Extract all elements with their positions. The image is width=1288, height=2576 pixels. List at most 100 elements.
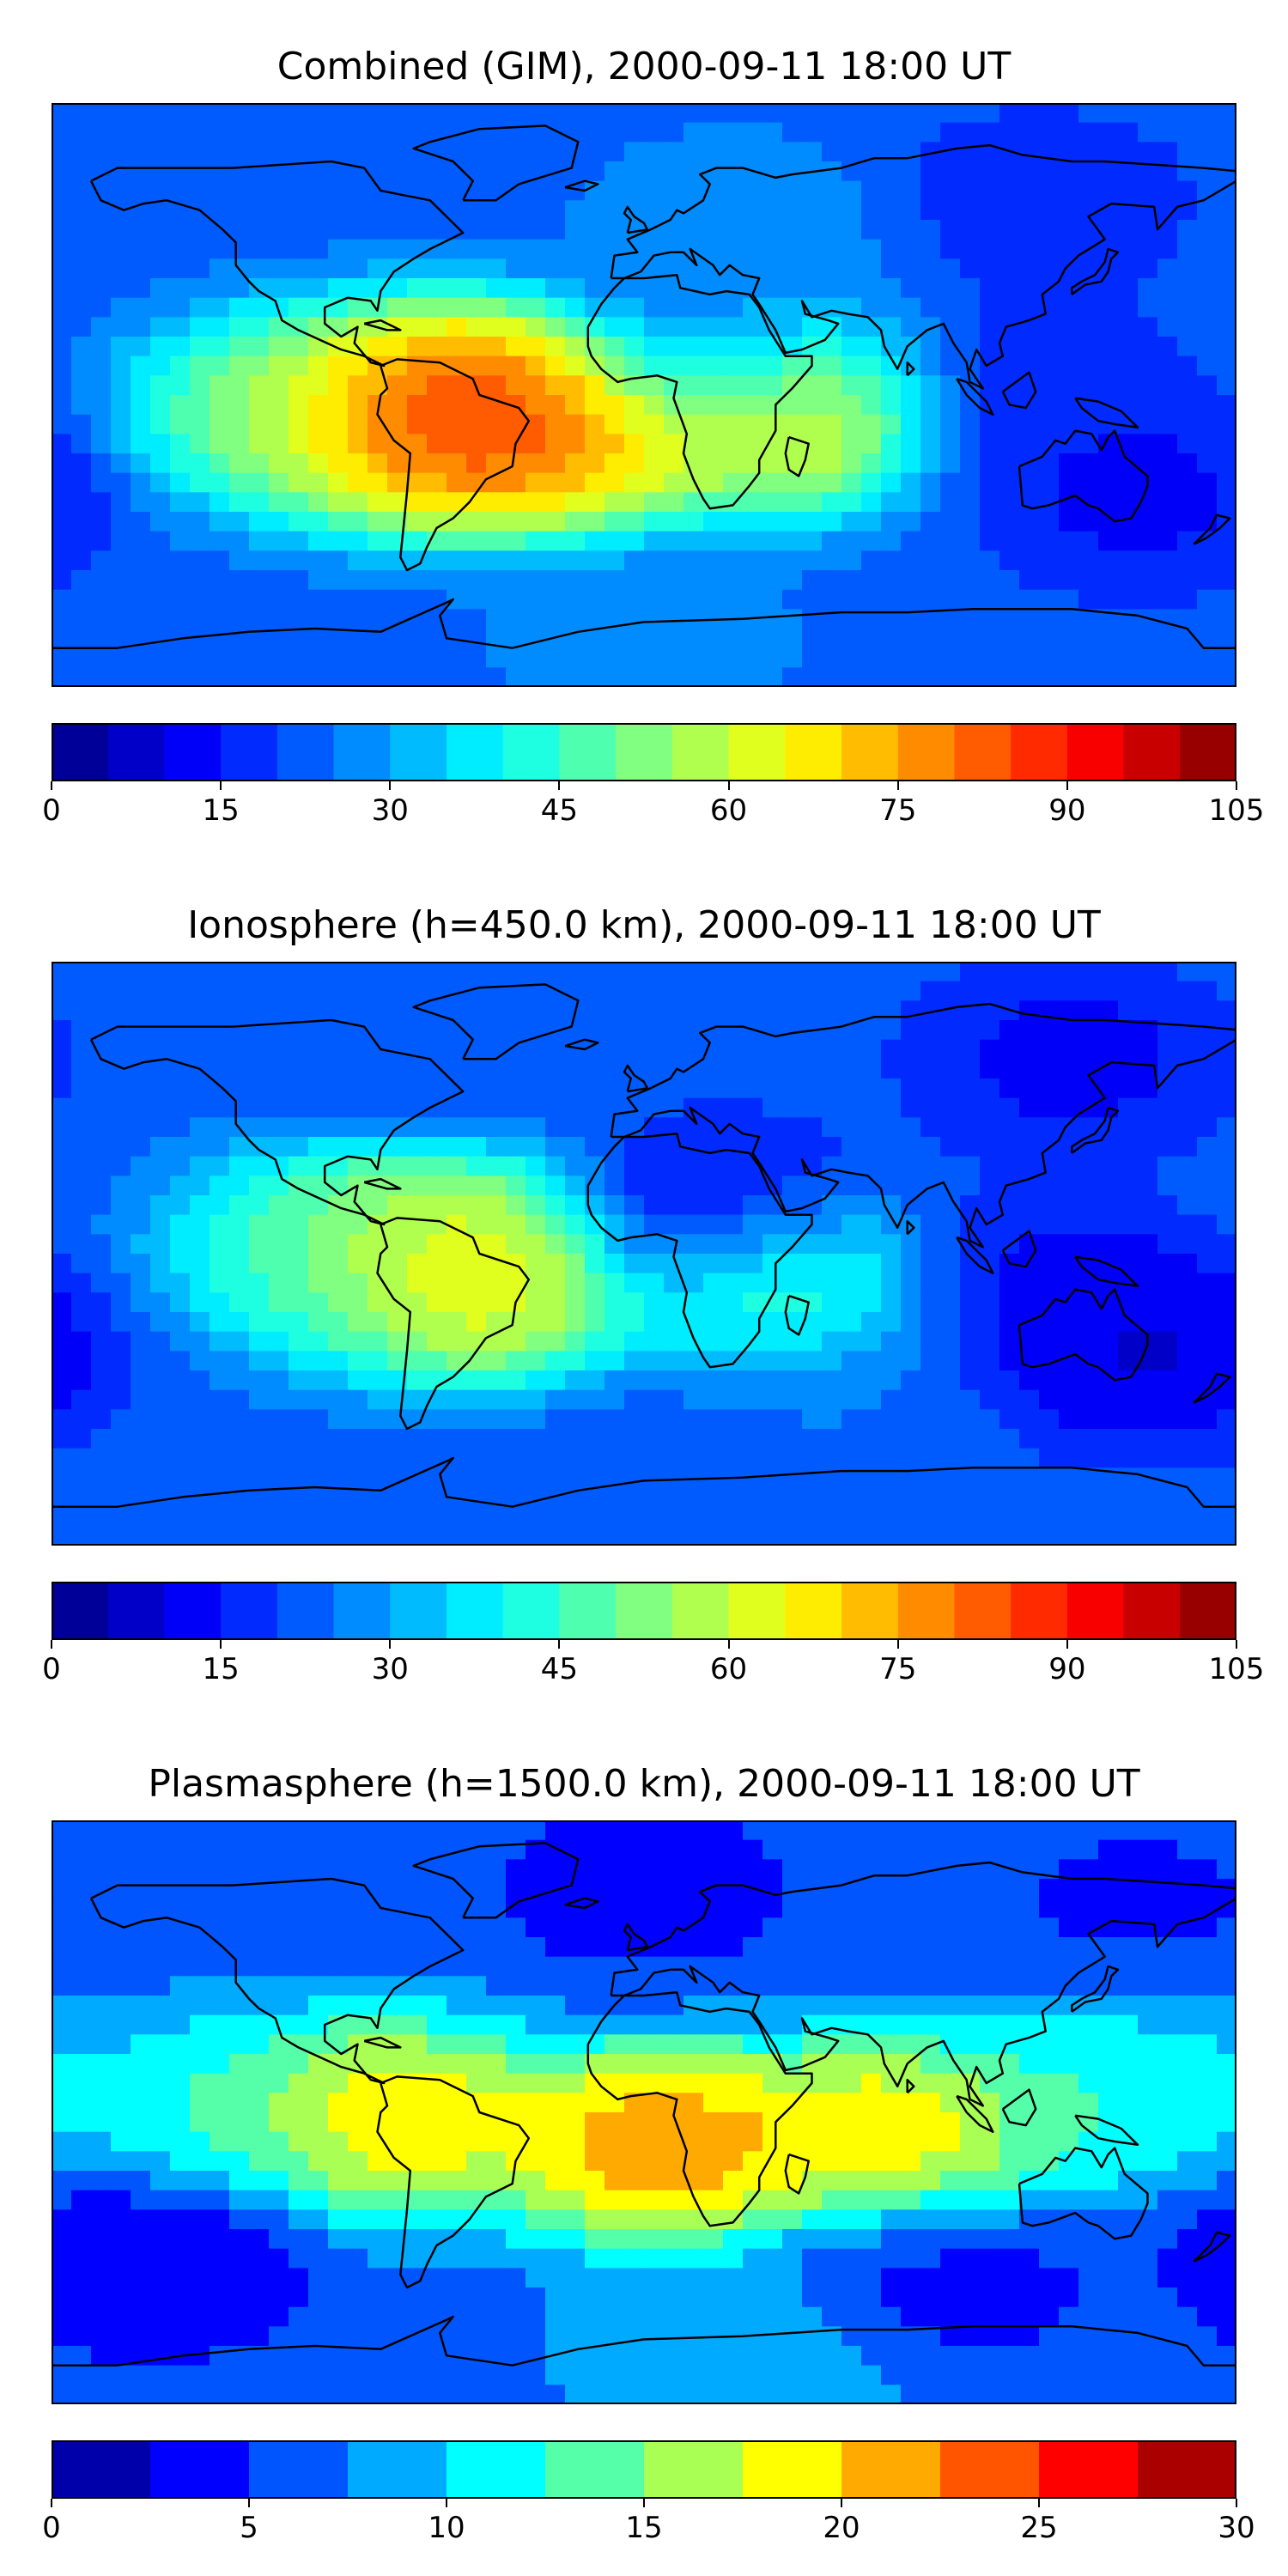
heatmap-cell (585, 200, 605, 221)
heatmap-cell (427, 550, 447, 571)
heatmap-cell (328, 395, 349, 416)
heatmap-cell (387, 1937, 408, 1958)
heatmap-cell (131, 2209, 151, 2230)
heatmap-cell (308, 2112, 329, 2133)
heatmap-cell (289, 1137, 309, 1157)
heatmap-cell (723, 297, 744, 318)
heatmap-cell (1157, 1234, 1178, 1255)
heatmap-cell (52, 395, 72, 416)
heatmap-cell (1197, 2073, 1218, 2093)
heatmap-cell (605, 1273, 625, 1293)
heatmap-cell (565, 1370, 586, 1391)
heatmap-cell (506, 1917, 526, 1938)
heatmap-cell (368, 1292, 388, 1313)
heatmap-cell (605, 531, 625, 551)
heatmap-cell (190, 2014, 210, 2035)
heatmap-cell (683, 1389, 704, 1410)
heatmap-cell (387, 1254, 408, 1274)
heatmap-cell (841, 1000, 862, 1021)
heatmap-cell (190, 297, 210, 318)
heatmap-cell (1217, 609, 1236, 629)
heatmap-cell (229, 103, 250, 124)
heatmap-cell (131, 297, 151, 318)
heatmap-cell (526, 2209, 546, 2230)
heatmap-cell (1157, 1292, 1178, 1313)
heatmap-cell (526, 337, 546, 357)
heatmap-cell (71, 1351, 92, 1371)
heatmap-cell (1059, 1156, 1079, 1176)
heatmap-cell (387, 1195, 408, 1216)
heatmap-cell (999, 647, 1020, 668)
heatmap-cell (565, 2054, 586, 2075)
heatmap-cell (1177, 1956, 1198, 1977)
heatmap-cell (822, 981, 842, 1001)
heatmap-cell (427, 2093, 447, 2113)
heatmap-cell (861, 103, 882, 124)
heatmap-cell (486, 1214, 507, 1235)
heatmap-cell (644, 962, 665, 982)
heatmap-cell (605, 180, 625, 201)
heatmap-cell (861, 1195, 882, 1216)
heatmap-cell (447, 453, 467, 474)
heatmap-cell (91, 1273, 112, 1293)
heatmap-cell (822, 414, 842, 434)
heatmap-cell (486, 2112, 507, 2133)
heatmap-cell (881, 472, 902, 493)
heatmap-cell (91, 1389, 112, 1410)
heatmap-cell (861, 297, 882, 318)
heatmap-cell (269, 629, 289, 649)
heatmap-cell (190, 1254, 210, 1274)
heatmap-cell (624, 1117, 645, 1138)
heatmap-cell (486, 1234, 507, 1255)
heatmap-cell (1177, 1234, 1198, 1255)
heatmap-cell (486, 1117, 507, 1138)
heatmap-cell (526, 1059, 546, 1079)
heatmap-cell (71, 2131, 92, 2152)
heatmap-cell (170, 258, 191, 279)
heatmap-cell (387, 122, 408, 143)
heatmap-cell (901, 629, 921, 649)
heatmap-cell (1059, 1448, 1079, 1468)
heatmap-cell (52, 1917, 72, 1938)
heatmap-cell (111, 453, 131, 474)
heatmap-cell (131, 2151, 151, 2172)
heatmap-cell (229, 453, 250, 474)
heatmap-cell (743, 1370, 763, 1391)
heatmap-cell (190, 1956, 210, 1977)
heatmap-cell (940, 1389, 961, 1410)
heatmap-cell (743, 375, 763, 396)
heatmap-cell (980, 414, 1000, 434)
heatmap-cell (1039, 1429, 1060, 1449)
heatmap-cell (71, 1448, 92, 1468)
colorbar-tick-label: 0 (42, 1652, 61, 1686)
heatmap-cell (308, 453, 329, 474)
heatmap-cell (1039, 2073, 1060, 2093)
heatmap-cell (427, 1820, 447, 1841)
heatmap-cell (960, 647, 981, 668)
heatmap-cell (1177, 1526, 1198, 1546)
heatmap-cell (585, 2190, 605, 2210)
heatmap-cell (466, 1331, 487, 1352)
heatmap-cell (249, 103, 270, 124)
heatmap-cell (605, 142, 625, 162)
heatmap-cell (1078, 142, 1099, 162)
heatmap-cell (229, 667, 250, 687)
heatmap-cell (901, 2093, 921, 2113)
heatmap-cell (881, 1917, 902, 1938)
heatmap-cell (624, 1331, 645, 1352)
heatmap-cell (1177, 2112, 1198, 2133)
heatmap-cell (269, 512, 289, 532)
heatmap-cell (1059, 1820, 1079, 1841)
heatmap-cell (624, 317, 645, 337)
heatmap-cell (269, 609, 289, 629)
colorbar-ticks-ionosphere: 0 15 30 45 60 75 90 105 (42, 1640, 1264, 1692)
heatmap-cell (664, 667, 684, 687)
heatmap-cell (980, 2151, 1000, 2172)
heatmap-cell (269, 278, 289, 299)
heatmap-cell (1019, 2190, 1040, 2210)
heatmap-cell (1177, 355, 1198, 376)
heatmap-cell (1157, 239, 1178, 259)
heatmap-cell (71, 629, 92, 649)
heatmap-cell (190, 2112, 210, 2133)
heatmap-cell (190, 122, 210, 143)
